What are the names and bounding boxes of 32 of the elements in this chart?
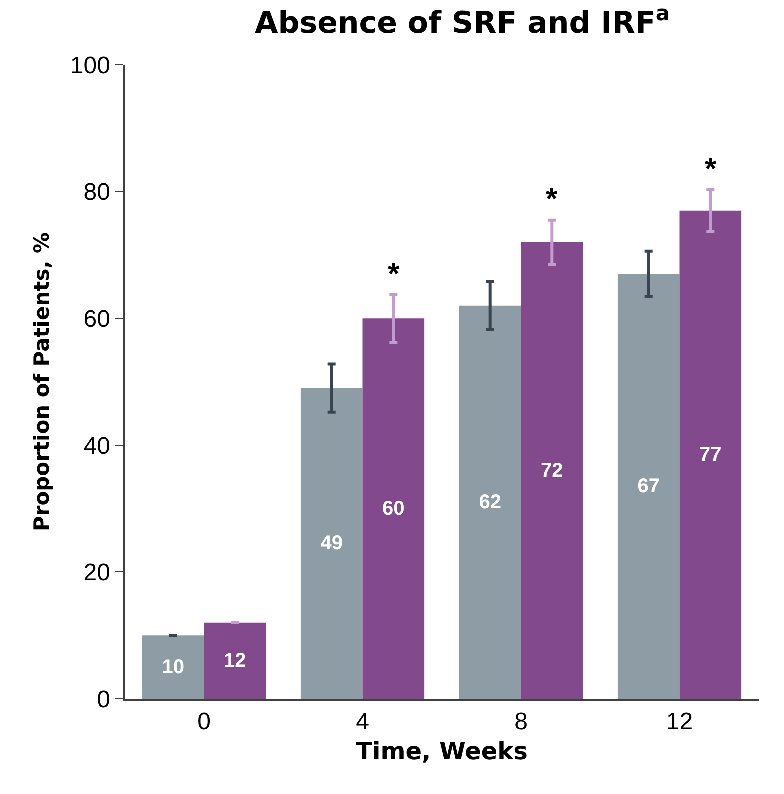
data-label: 67 [638,476,660,498]
y-tick-label: 80 [84,179,110,206]
data-label: 10 [162,656,184,678]
data-label: 49 [320,532,343,555]
data-label: 60 [382,498,405,520]
bar [521,242,584,699]
x-tick-label: 12 [666,708,694,736]
annotation: * [388,258,400,291]
bar [618,274,680,699]
bar [300,388,363,699]
data-label: 72 [541,460,564,482]
annotation: * [705,153,717,186]
x-tick-label: 0 [198,708,211,736]
bar [459,306,522,699]
x-tick-label: 8 [514,708,528,736]
data-label: 12 [224,650,246,672]
y-axis-title: Proportion of Patients, % [30,232,54,532]
bar [362,318,425,699]
y-tick-label: 40 [84,432,110,460]
y-tick-label: 20 [84,560,110,587]
chart-title: Absence of SRF and IRF$^{a}$ [255,1,670,41]
y-tick-label: 60 [84,306,110,333]
annotation: * [546,183,558,216]
data-label: 62 [479,491,502,514]
bar [204,622,266,699]
x-axis-title: Time, Weeks [356,737,528,766]
bar [680,210,742,699]
x-tick-label: 4 [356,708,370,736]
bar [142,636,204,699]
data-label: 77 [700,444,722,466]
y-tick-label: 0 [97,686,110,714]
y-tick-label: 100 [70,52,110,80]
